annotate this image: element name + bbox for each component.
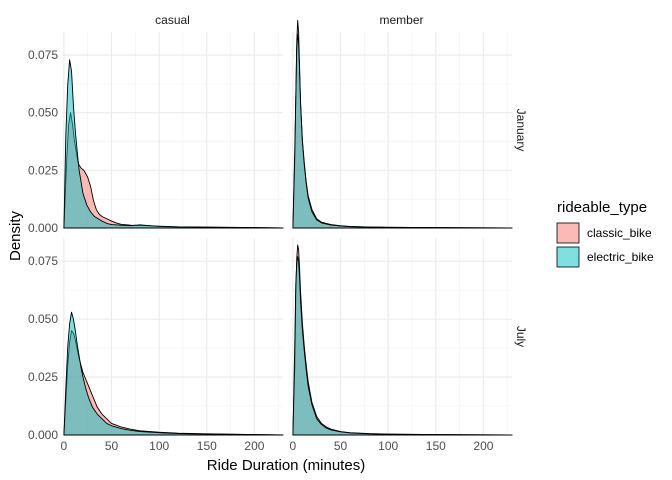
- density-electric_bike: [292, 33, 513, 229]
- panel-member-July: [291, 238, 513, 436]
- density-classic_bike: [292, 244, 513, 436]
- y-tick-labels: 0.000 0.025 0.050 0.075 0.000 0.025 0.050 0.075: [28, 48, 58, 442]
- density-classic_bike: [292, 20, 513, 229]
- x-tick-label: 50: [334, 439, 348, 453]
- x-tick-label: 200: [473, 439, 493, 453]
- panels-layer: [62, 20, 513, 436]
- y-tick-label: 0.075: [28, 48, 58, 62]
- x-tick-label: 150: [197, 439, 217, 453]
- panel-casual-January: [62, 32, 284, 229]
- density-electric_bike: [63, 59, 284, 229]
- y-tick-label: 0.025: [28, 163, 58, 177]
- x-tick-label: 0: [61, 439, 68, 453]
- x-axis-title: Ride Duration (minutes): [207, 457, 365, 474]
- x-tick-labels: 0 50 100 150 200 0 50 100 150 200: [61, 439, 494, 453]
- legend-label-classic_bike: classic_bike: [587, 226, 652, 240]
- x-tick-label: 150: [426, 439, 446, 453]
- legend: rideable_type classic_bike electric_bike: [556, 199, 654, 268]
- legend-key-classic_bike: [556, 222, 580, 244]
- y-tick-label: 0.000: [28, 221, 58, 235]
- x-tick-label: 50: [105, 439, 119, 453]
- x-tick-label: 200: [244, 439, 264, 453]
- y-tick-label: 0.025: [28, 370, 58, 384]
- y-tick-label: 0.050: [28, 312, 58, 326]
- y-axis-title: Density: [7, 210, 24, 261]
- y-tick-label: 0.000: [28, 428, 58, 442]
- x-tick-label: 100: [378, 439, 398, 453]
- legend-title: rideable_type: [557, 199, 647, 216]
- density-electric_bike: [292, 256, 513, 436]
- legend-label-electric_bike: electric_bike: [587, 250, 654, 264]
- facet-strips: casual member January July: [155, 13, 528, 347]
- strip-label-member: member: [379, 13, 423, 27]
- panel-casual-July: [62, 238, 284, 436]
- strip-label-casual: casual: [155, 13, 190, 27]
- y-tick-label: 0.075: [28, 254, 58, 268]
- legend-key-electric_bike: [556, 246, 580, 268]
- panel-member-January: [291, 20, 513, 229]
- density-electric_bike: [63, 311, 284, 436]
- x-tick-label: 100: [149, 439, 169, 453]
- legend-items: classic_bike electric_bike: [556, 222, 654, 268]
- strip-label-January: January: [514, 109, 528, 152]
- y-tick-label: 0.050: [28, 106, 58, 120]
- x-tick-label: 0: [290, 439, 297, 453]
- strip-label-July: July: [514, 326, 528, 347]
